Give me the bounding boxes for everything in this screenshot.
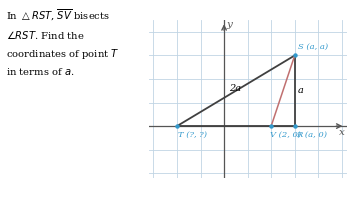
Text: T (?, ?): T (?, ?) xyxy=(178,131,207,139)
Text: S (a, a): S (a, a) xyxy=(298,43,328,51)
Text: V (2, 0): V (2, 0) xyxy=(270,131,301,139)
Text: R (a, 0): R (a, 0) xyxy=(296,131,327,139)
Text: In $\triangle$$\it{RST}$, $\overline{\it{SV}}$ bisects
$\angle$$\it{RST}$. Find : In $\triangle$$\it{RST}$, $\overline{\it… xyxy=(6,8,120,77)
Text: y: y xyxy=(226,20,232,29)
Text: a: a xyxy=(298,86,303,95)
Text: 2a: 2a xyxy=(229,84,241,93)
Text: x: x xyxy=(339,128,345,137)
